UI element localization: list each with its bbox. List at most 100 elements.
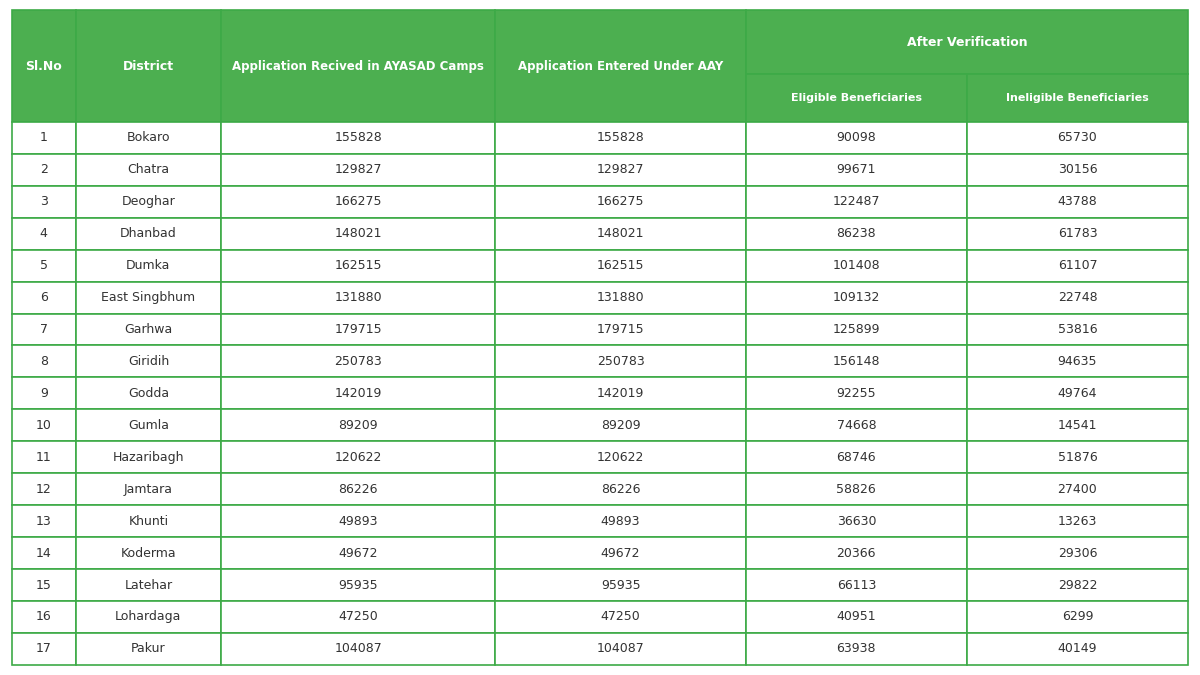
Bar [12,250,76,281]
Text: Chatra: Chatra [127,163,169,176]
Text: 40149: 40149 [1057,643,1097,655]
Bar [76,314,221,346]
Text: Lohardaga: Lohardaga [115,610,181,624]
Bar [746,314,967,346]
Text: 86238: 86238 [836,227,876,240]
Text: 2: 2 [40,163,48,176]
Text: Latehar: Latehar [125,578,173,591]
Text: 94635: 94635 [1057,355,1097,368]
Text: 65730: 65730 [1057,132,1097,144]
Text: 90098: 90098 [836,132,876,144]
Text: 4: 4 [40,227,48,240]
Bar [76,601,221,633]
Bar [12,186,76,218]
Bar [12,569,76,601]
Bar [12,281,76,314]
Text: 13: 13 [36,514,52,528]
Bar [221,473,496,505]
Text: 6: 6 [40,291,48,304]
Text: 250783: 250783 [335,355,383,368]
Text: Gumla: Gumla [128,418,169,432]
Text: 166275: 166275 [596,195,644,209]
Bar [221,569,496,601]
Text: 43788: 43788 [1057,195,1097,209]
Text: 131880: 131880 [596,291,644,304]
Text: 49672: 49672 [601,547,641,560]
Text: Hazaribagh: Hazaribagh [113,451,184,464]
Bar [746,601,967,633]
Bar [12,441,76,473]
Text: 122487: 122487 [833,195,880,209]
Bar [496,633,746,665]
Bar [746,122,967,154]
Text: 5: 5 [40,259,48,272]
Bar [12,409,76,441]
Text: 61107: 61107 [1057,259,1097,272]
Text: 20366: 20366 [836,547,876,560]
Text: 131880: 131880 [335,291,382,304]
Text: After Verification: After Verification [906,36,1027,49]
Text: 11: 11 [36,451,52,464]
Bar [12,601,76,633]
Text: Dumka: Dumka [126,259,170,272]
Bar [221,633,496,665]
Bar [12,473,76,505]
Bar [496,473,746,505]
Bar [221,314,496,346]
Text: 95935: 95935 [338,578,378,591]
Bar [746,346,967,377]
Bar [746,569,967,601]
Bar [221,154,496,186]
Bar [746,218,967,250]
Bar [221,346,496,377]
Text: 7: 7 [40,323,48,336]
Text: 9: 9 [40,387,48,400]
Bar [76,409,221,441]
Bar [221,218,496,250]
Text: East Singbhum: East Singbhum [101,291,196,304]
Bar [76,441,221,473]
Bar [746,281,967,314]
Text: 125899: 125899 [833,323,880,336]
Bar [12,633,76,665]
Text: 13263: 13263 [1057,514,1097,528]
Bar [496,281,746,314]
Text: 47250: 47250 [601,610,641,624]
Text: 27400: 27400 [1057,483,1097,495]
Bar [967,74,1188,122]
Bar [496,250,746,281]
Text: 92255: 92255 [836,387,876,400]
Bar [496,154,746,186]
Bar [746,154,967,186]
Bar [746,537,967,569]
Text: 148021: 148021 [335,227,382,240]
Bar [76,122,221,154]
Text: 179715: 179715 [596,323,644,336]
Bar [76,505,221,537]
Bar [746,250,967,281]
Text: 16: 16 [36,610,52,624]
Text: 66113: 66113 [836,578,876,591]
Text: 51876: 51876 [1057,451,1097,464]
Text: Sl.No: Sl.No [25,59,62,72]
Text: 1: 1 [40,132,48,144]
Bar [221,250,496,281]
Text: Khunti: Khunti [128,514,168,528]
Bar [12,218,76,250]
Bar [221,281,496,314]
Text: 14: 14 [36,547,52,560]
Bar [496,537,746,569]
Bar [746,74,967,122]
Bar [496,346,746,377]
Bar [967,314,1188,346]
Text: 49893: 49893 [601,514,641,528]
Bar [967,441,1188,473]
Text: Jamtara: Jamtara [124,483,173,495]
Bar [746,633,967,665]
Bar [76,473,221,505]
Text: Koderma: Koderma [121,547,176,560]
Bar [76,346,221,377]
Bar [221,10,496,122]
Text: 49764: 49764 [1057,387,1097,400]
Text: Godda: Godda [128,387,169,400]
